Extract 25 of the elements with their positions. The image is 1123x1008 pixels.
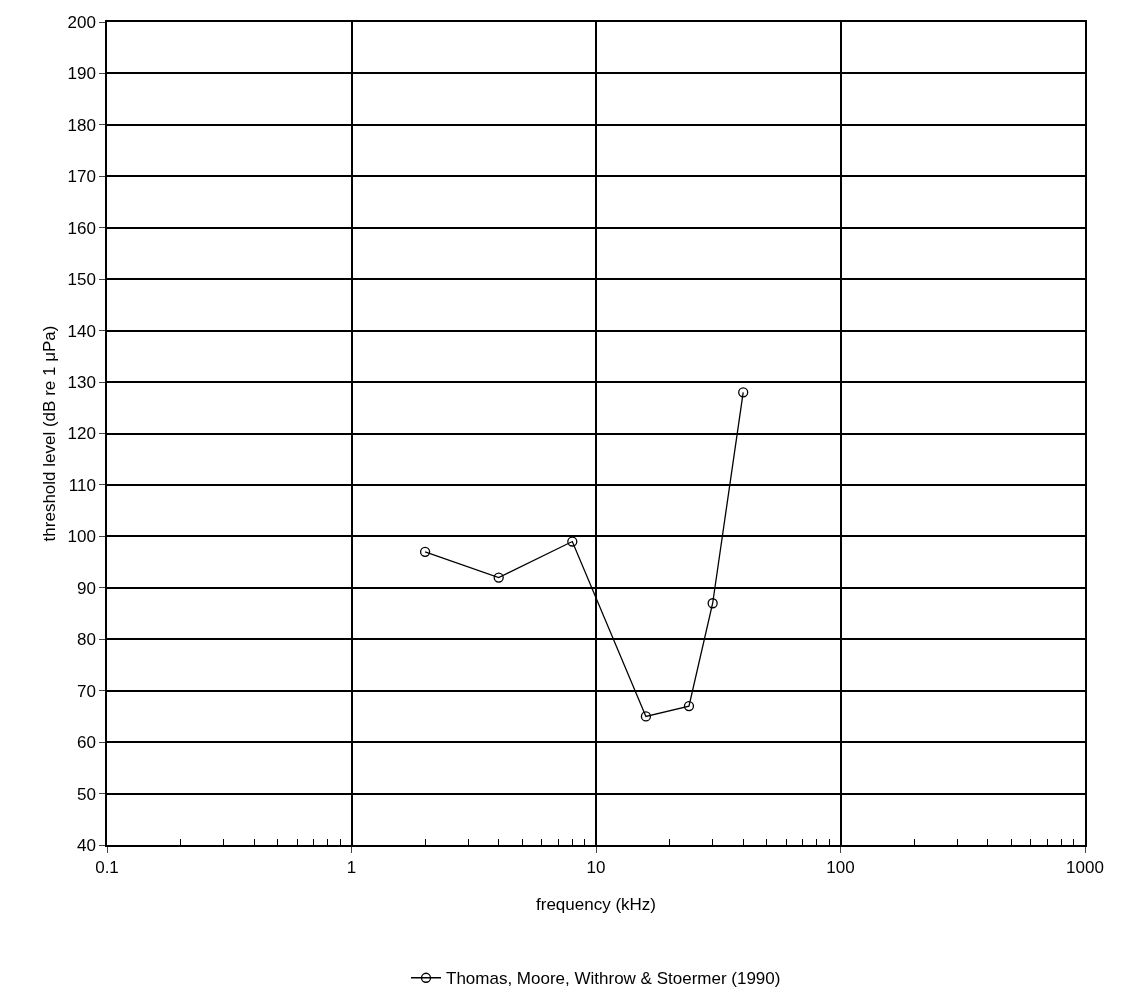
y-tick-label: 140 xyxy=(67,321,96,341)
legend-label: Thomas, Moore, Withrow & Stoermer (1990) xyxy=(446,969,781,989)
y-tick-label: 40 xyxy=(76,835,96,855)
y-tick-label: 110 xyxy=(68,475,96,495)
y-tick-label: 50 xyxy=(76,784,96,804)
y-tick-label: 190 xyxy=(67,64,96,84)
x-tick-label: 100 xyxy=(826,858,855,878)
y-tick-label: 180 xyxy=(67,115,96,135)
y-tick-label: 120 xyxy=(67,424,96,444)
y-tick-label: 200 xyxy=(67,12,96,32)
x-tick-label: 0.1 xyxy=(95,858,119,878)
y-tick-label: 60 xyxy=(76,733,96,753)
y-axis-title: threshold level (dB re 1 μPa) xyxy=(39,325,59,542)
y-tick-label: 80 xyxy=(76,630,96,650)
y-tick-label: 150 xyxy=(67,270,96,290)
x-tick-label: 1 xyxy=(346,858,357,878)
y-tick-label: 90 xyxy=(76,578,96,598)
y-tick-label: 130 xyxy=(67,373,96,393)
x-tick-label: 1000 xyxy=(1066,858,1104,878)
y-tick-label: 70 xyxy=(76,681,96,701)
y-tick-label: 100 xyxy=(67,527,96,547)
y-tick-label: 170 xyxy=(67,167,96,187)
x-tick-label: 10 xyxy=(586,858,606,878)
y-tick-label: 160 xyxy=(67,218,96,238)
x-axis-title: frequency (kHz) xyxy=(536,895,656,915)
